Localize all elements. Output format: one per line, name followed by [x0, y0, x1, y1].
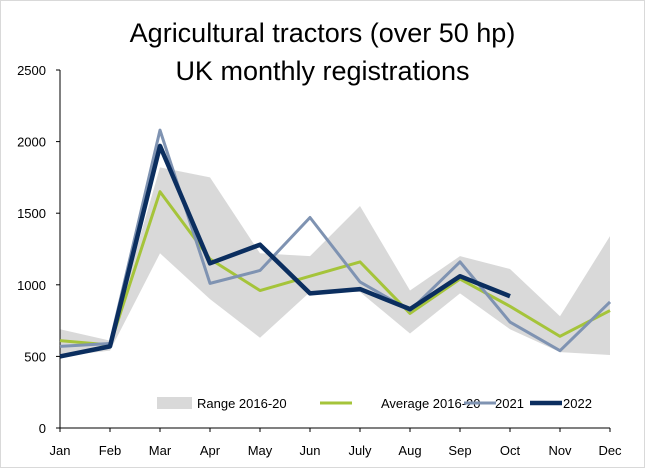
- legend-label-series: 2022: [563, 396, 592, 411]
- legend-label-range: Range 2016-20: [197, 396, 287, 411]
- x-tick-label: Oct: [500, 443, 521, 458]
- x-tick-label: Dec: [598, 443, 622, 458]
- x-tick-label: July: [348, 443, 372, 458]
- chart-title-line1: Agricultural tractors (over 50 hp): [129, 18, 516, 48]
- series-line-average-2016-20: [59, 190, 611, 347]
- legend-label-series: Average 2016-20: [381, 396, 481, 411]
- series-line-2021: [59, 128, 612, 353]
- x-tick-label: Mar: [149, 443, 172, 458]
- y-tick-label: 500: [24, 349, 46, 364]
- x-tick-label: Aug: [398, 443, 421, 458]
- y-tick-label: 2500: [17, 63, 46, 78]
- x-tick-label: Sep: [448, 443, 471, 458]
- legend-label-series: 2021: [495, 396, 524, 411]
- x-tick-label: Jun: [300, 443, 321, 458]
- x-tick-label: Apr: [200, 443, 221, 458]
- y-tick-label: 2000: [17, 135, 46, 150]
- x-tick-label: May: [248, 443, 273, 458]
- y-tick-label: 1000: [17, 278, 46, 293]
- range-band: [60, 167, 610, 357]
- legend-swatch-range: [157, 397, 192, 409]
- y-tick-label: 0: [39, 421, 46, 436]
- chart-title: Agricultural tractors (over 50 hp) UK mo…: [0, 14, 645, 90]
- chart-title-line2: UK monthly registrations: [175, 56, 470, 86]
- series-line-2022: [59, 143, 511, 359]
- x-tick-label: Nov: [548, 443, 572, 458]
- x-tick-label: Feb: [99, 443, 121, 458]
- x-tick-label: Jan: [50, 443, 71, 458]
- y-tick-label: 1500: [17, 206, 46, 221]
